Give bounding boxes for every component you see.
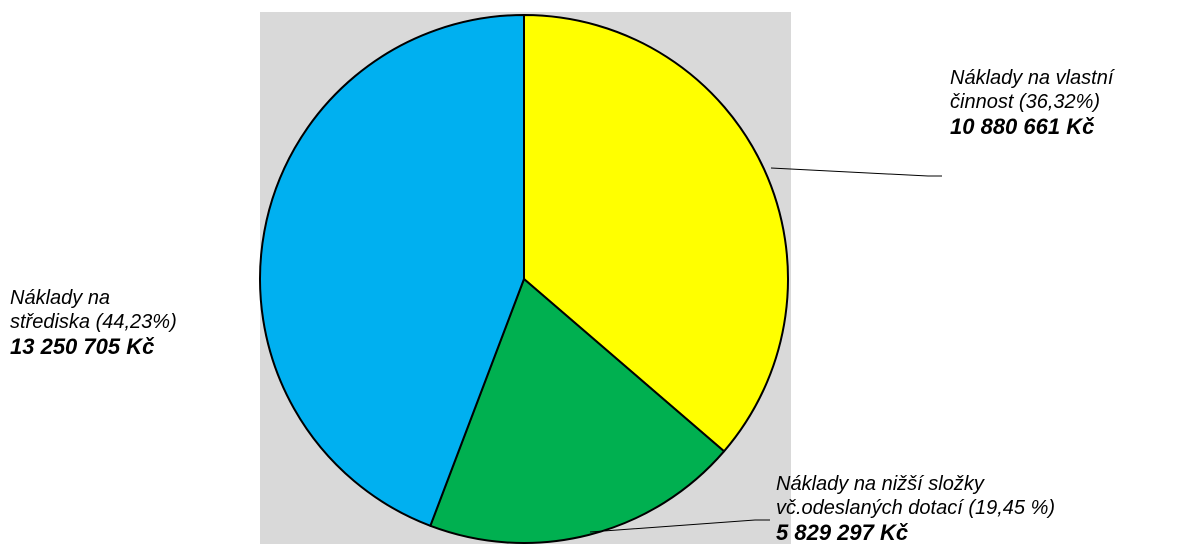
- slice-label-line: vč.odeslaných dotací (19,45 %): [776, 497, 1056, 519]
- leader-lines: [589, 167, 942, 533]
- leader-line-vlastni-cinnost: [770, 167, 942, 177]
- slice-label-line: střediska (44,23%): [10, 311, 177, 333]
- pie-slices: [259, 14, 789, 544]
- slice-label-line: Náklady na nižší složky: [776, 473, 984, 495]
- pie-slice-nizsi-slozky: [429, 278, 726, 544]
- leader-line-nizsi-slozky: [589, 519, 770, 533]
- pie-slice-strediska: [259, 14, 525, 527]
- slice-label-line: Náklady na: [10, 287, 111, 309]
- slice-label-strediska: Náklady na střediska (44,23%) 13 250 705…: [10, 286, 177, 360]
- slice-label-nizsi-slozky: Náklady na nižší složky vč.odeslaných do…: [776, 472, 1055, 546]
- slice-label-vlastni-cinnost: Náklady na vlastní činnost (36,32%) 10 8…: [950, 66, 1113, 140]
- slice-amount: 10 880 661 Kč: [950, 114, 1095, 139]
- slice-amount: 13 250 705 Kč: [10, 334, 155, 359]
- slice-label-line: Náklady na vlastní: [950, 67, 1114, 89]
- slice-amount: 5 829 297 Kč: [776, 520, 909, 545]
- pie-slice-vlastni-cinnost: [523, 14, 789, 453]
- slice-label-line: činnost (36,32%): [950, 91, 1101, 113]
